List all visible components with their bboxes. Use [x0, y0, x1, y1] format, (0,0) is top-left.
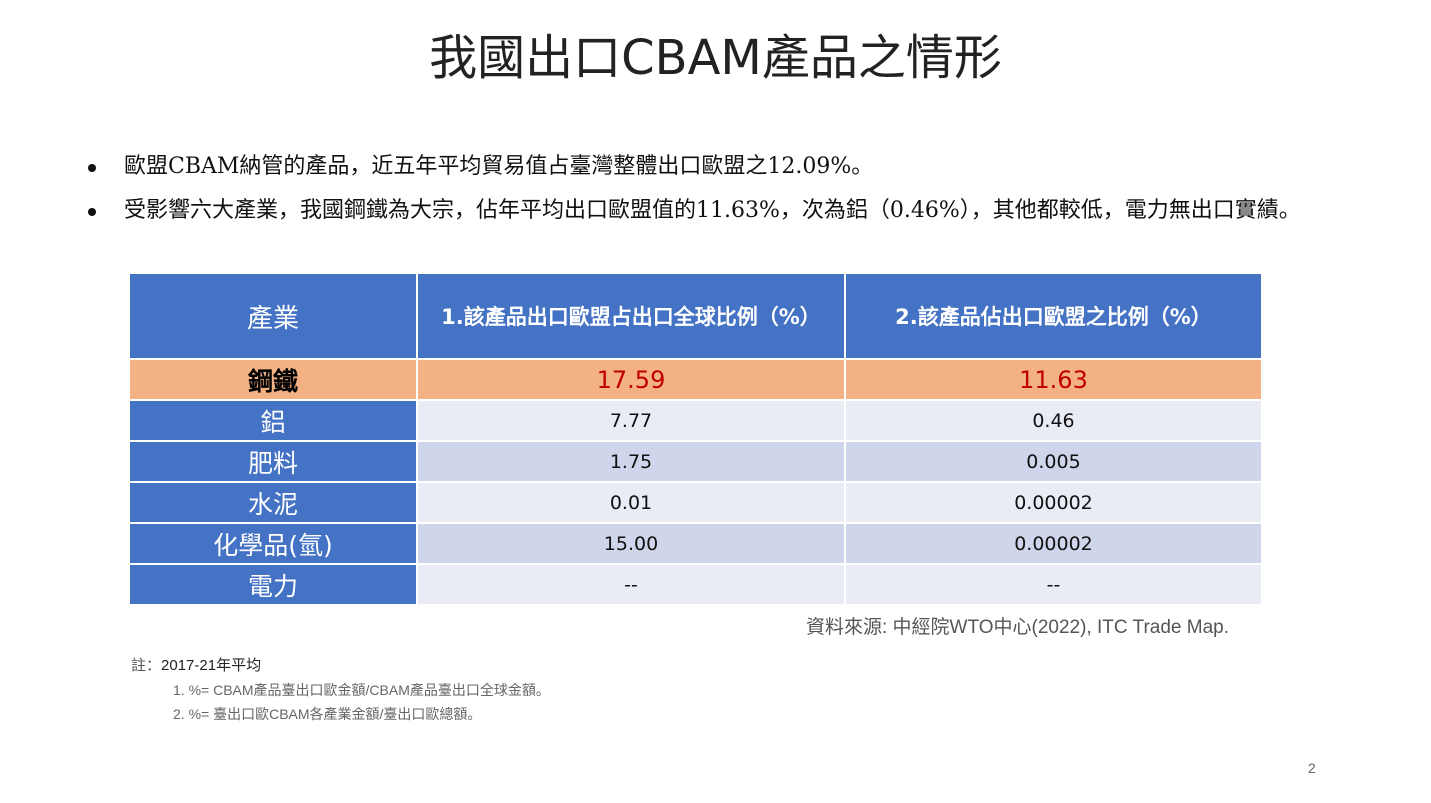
table-row-chemicals: 化學品(氫) 15.00 0.00002: [130, 524, 1261, 565]
bullet-text: 受影響六大產業，我國鋼鐵為大宗，佔年平均出口歐盟值的11.63%，次為鋁（0.4…: [124, 198, 1301, 223]
industry-cell: 電力: [130, 565, 418, 606]
header-eu-share-of-global: 1.該產品出口歐盟占出口全球比例（%）: [418, 274, 846, 360]
value-cell: 7.77: [418, 401, 846, 442]
value-cell: 17.59: [418, 360, 846, 401]
value-cell: 0.005: [846, 442, 1261, 483]
value-cell: --: [418, 565, 846, 606]
cbam-export-table: 產業 1.該產品出口歐盟占出口全球比例（%） 2.該產品佔出口歐盟之比例（%） …: [130, 274, 1261, 606]
note-line: 2. %= 臺出口歐CBAM各產業金額/臺出口歐總額。: [173, 706, 482, 722]
note-line: 1. %= CBAM產品臺出口歐金額/CBAM產品臺出口全球金額。: [173, 682, 550, 698]
industry-cell: 鋁: [130, 401, 418, 442]
industry-cell: 水泥: [130, 483, 418, 524]
value-cell: 1.75: [418, 442, 846, 483]
industry-cell: 肥料: [130, 442, 418, 483]
header-share-of-eu-exports: 2.該產品佔出口歐盟之比例（%）: [846, 274, 1261, 360]
table-row-steel: 鋼鐵 17.59 11.63: [130, 360, 1261, 401]
data-source: 資料來源: 中經院WTO中心(2022), ITC Trade Map.: [806, 617, 1230, 638]
notes: 註：2017-21年平均 1. %= CBAM產品臺出口歐金額/CBAM產品臺出…: [131, 654, 550, 726]
value-cell: 0.00002: [846, 524, 1261, 565]
industry-cell: 化學品(氫): [130, 524, 418, 565]
bullet-item: 受影響六大產業，我國鋼鐵為大宗，佔年平均出口歐盟值的11.63%，次為鋁（0.4…: [88, 194, 1338, 228]
bullet-item: 歐盟CBAM納管的產品，近五年平均貿易值占臺灣整體出口歐盟之12.09%。: [88, 150, 1338, 184]
slide-title: 我國出口CBAM產品之情形: [429, 30, 1002, 86]
value-cell: 0.46: [846, 401, 1261, 442]
value-cell: 11.63: [846, 360, 1261, 401]
page-number: 2: [1308, 760, 1316, 776]
bullet-dot-icon: [88, 208, 96, 216]
header-industry: 產業: [130, 274, 418, 360]
note-period: 2017-21年平均: [161, 657, 262, 674]
industry-cell: 鋼鐵: [130, 360, 418, 401]
value-cell: 15.00: [418, 524, 846, 565]
note-prefix: 註：: [131, 657, 162, 674]
table-row-cement: 水泥 0.01 0.00002: [130, 483, 1261, 524]
table-row-electricity: 電力 -- --: [130, 565, 1261, 606]
value-cell: 0.01: [418, 483, 846, 524]
bullet-dot-icon: [88, 164, 96, 172]
table-row-aluminium: 鋁 7.77 0.46: [130, 401, 1261, 442]
table-row-fertilizer: 肥料 1.75 0.005: [130, 442, 1261, 483]
table-header-row: 產業 1.該產品出口歐盟占出口全球比例（%） 2.該產品佔出口歐盟之比例（%）: [130, 274, 1261, 360]
note-heading: 註：2017-21年平均: [131, 654, 550, 678]
value-cell: 0.00002: [846, 483, 1261, 524]
bullet-list: 歐盟CBAM納管的產品，近五年平均貿易值占臺灣整體出口歐盟之12.09%。 受影…: [88, 150, 1338, 238]
bullet-text: 歐盟CBAM納管的產品，近五年平均貿易值占臺灣整體出口歐盟之12.09%。: [124, 154, 874, 179]
value-cell: --: [846, 565, 1261, 606]
